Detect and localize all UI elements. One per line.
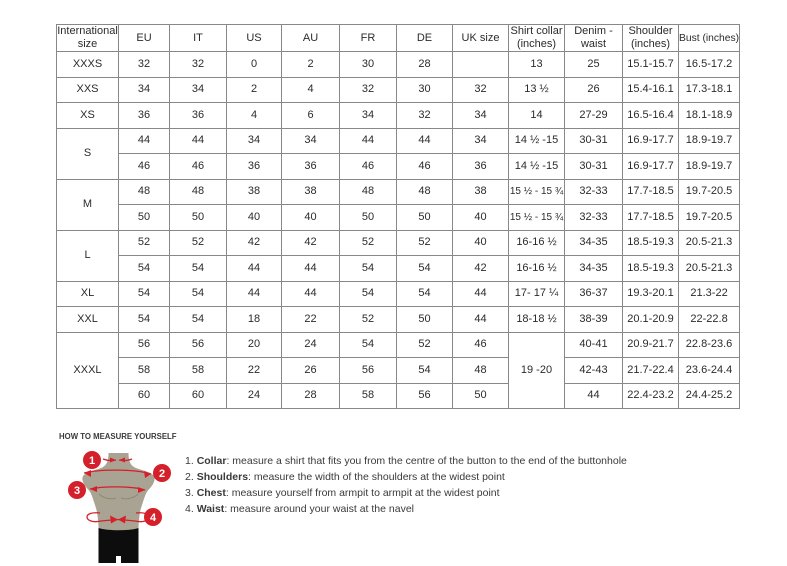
svg-text:3: 3 (74, 485, 80, 497)
svg-text:4: 4 (150, 512, 157, 524)
svg-text:2: 2 (159, 468, 165, 480)
svg-text:1: 1 (89, 455, 95, 467)
